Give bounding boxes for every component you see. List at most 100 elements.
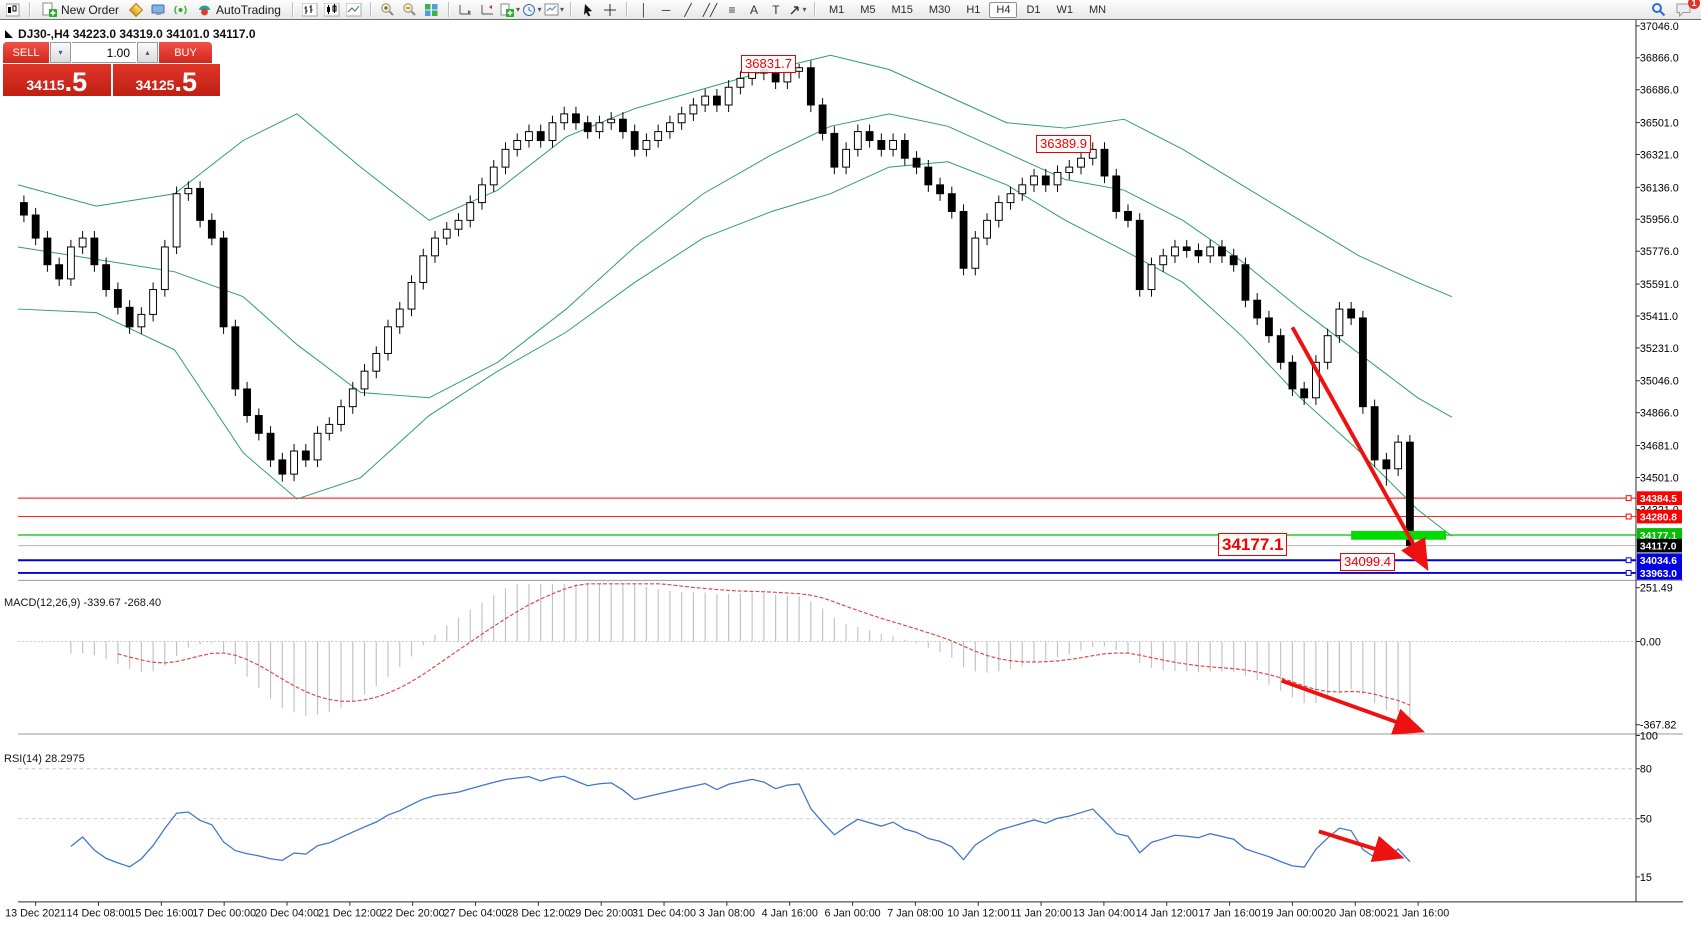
add-indicator-icon[interactable]: ▾ <box>500 1 520 19</box>
toolbar-separator <box>625 2 628 17</box>
svg-text:28 Dec 12:00: 28 Dec 12:00 <box>506 908 570 920</box>
svg-text:35046.0: 35046.0 <box>1640 376 1679 388</box>
price-callout[interactable]: 34099.4 <box>1340 553 1395 571</box>
svg-text:34034.6: 34034.6 <box>1640 556 1677 567</box>
timeframe-m5[interactable]: M5 <box>860 3 876 16</box>
text-tool-icon[interactable]: A <box>749 2 758 17</box>
volume-input[interactable]: 1.00 <box>72 42 136 63</box>
svg-text:33963.0: 33963.0 <box>1640 569 1677 580</box>
vertical-line-icon[interactable]: │ <box>640 2 648 17</box>
chart-title: DJ30-,H4 34223.0 34319.0 34101.0 34117.0 <box>5 27 256 41</box>
toolbar: New Order AutoTrading ▾ ▾ ▾ <box>0 0 1701 20</box>
svg-text:-367.82: -367.82 <box>1640 720 1676 732</box>
svg-text:36686.0: 36686.0 <box>1640 85 1679 97</box>
toolbar-separator <box>447 2 450 17</box>
rsi-scale: 100 80 50 15 <box>1635 730 1658 884</box>
svg-text:35231.0: 35231.0 <box>1640 343 1679 355</box>
svg-text:80: 80 <box>1640 764 1652 776</box>
svg-text:36136.0: 36136.0 <box>1640 182 1679 194</box>
line-chart-icon[interactable] <box>344 1 364 19</box>
horizontal-line-icon[interactable]: ─ <box>661 2 671 17</box>
timeframe-m1[interactable]: M1 <box>828 3 845 16</box>
fibonacci-icon[interactable]: ≡ <box>728 2 736 17</box>
buy-button[interactable]: BUY <box>159 42 212 63</box>
cursor-icon[interactable] <box>578 1 598 19</box>
svg-text:13 Jan 04:00: 13 Jan 04:00 <box>1073 908 1135 920</box>
equidistant-channel-icon[interactable]: ╱╱ <box>702 2 718 17</box>
chart-workspace: 37046.0 36866.0 36686.0 36501.0 36321.0 36136… <box>0 20 1701 943</box>
price-callout[interactable]: 36389.9 <box>1036 135 1091 153</box>
zoom-out-icon[interactable] <box>400 1 420 19</box>
notification-badge: 1 <box>1688 0 1700 9</box>
timeframe-w1[interactable]: W1 <box>1056 3 1074 16</box>
chart-shift-icon[interactable] <box>478 1 498 19</box>
timeframe-d1[interactable]: D1 <box>1026 3 1041 16</box>
svg-text:0.00: 0.00 <box>1640 636 1661 648</box>
svg-text:6 Jan 00:00: 6 Jan 00:00 <box>824 908 880 920</box>
svg-text:100: 100 <box>1640 730 1658 742</box>
rsi-label: RSI(14) 28.2975 <box>4 753 85 765</box>
period-clock-icon[interactable]: ▾ <box>522 1 542 19</box>
buy-price[interactable]: 34125.5 <box>112 64 220 96</box>
sell-button[interactable]: SELL <box>3 42 49 63</box>
macd-histogram <box>70 583 1411 724</box>
svg-text:29 Dec 20:00: 29 Dec 20:00 <box>569 908 633 920</box>
timeframe-h1[interactable]: H1 <box>966 3 981 16</box>
terminal-icon[interactable] <box>148 1 168 19</box>
svg-text:34681.0: 34681.0 <box>1640 440 1679 452</box>
volume-decrease-button[interactable]: ▾ <box>50 42 71 63</box>
svg-text:3 Jan 08:00: 3 Jan 08:00 <box>699 908 755 920</box>
svg-text:11 Jan 20:00: 11 Jan 20:00 <box>1010 908 1071 920</box>
svg-text:251.49: 251.49 <box>1640 583 1673 595</box>
notifications-chat-icon[interactable]: 1 <box>1674 0 1700 19</box>
svg-text:34177.1: 34177.1 <box>1640 531 1677 542</box>
zoom-in-icon[interactable] <box>378 1 398 19</box>
profile-icon[interactable] <box>126 1 146 19</box>
autotrading-button[interactable]: AutoTrading <box>192 1 286 19</box>
template-icon[interactable]: ▾ <box>544 1 564 19</box>
candles <box>19 60 1414 549</box>
timeframe-m15[interactable]: M15 <box>891 3 913 16</box>
chart-canvas[interactable]: 37046.0 36866.0 36686.0 36501.0 36321.0 36136… <box>0 20 1701 943</box>
svg-text:7 Jan 08:00: 7 Jan 08:00 <box>887 908 943 920</box>
macd-label: MACD(12,26,9) -339.67 -268.40 <box>4 597 162 609</box>
signal-icon[interactable] <box>170 1 190 19</box>
chart-title-text: DJ30-,H4 34223.0 34319.0 34101.0 34117.0 <box>18 27 256 41</box>
bar-chart-icon[interactable] <box>300 1 320 19</box>
svg-text:31 Dec 04:00: 31 Dec 04:00 <box>632 908 696 920</box>
text-label-tool-icon[interactable]: T <box>772 2 780 17</box>
trendline-icon[interactable]: ╱ <box>684 2 692 17</box>
price-callout[interactable]: 34177.1 <box>1218 533 1288 556</box>
volume-increase-button[interactable]: ▴ <box>137 42 158 63</box>
tile-windows-icon[interactable] <box>422 1 442 19</box>
svg-text:19 Jan 00:00: 19 Jan 00:00 <box>1261 908 1323 920</box>
crosshair-icon[interactable] <box>600 1 620 19</box>
macd-signal-line <box>117 583 1411 706</box>
svg-text:35411.0: 35411.0 <box>1640 311 1678 323</box>
svg-text:34384.5: 34384.5 <box>1640 494 1677 505</box>
auto-scroll-icon[interactable] <box>456 1 476 19</box>
timeframe-m30[interactable]: M30 <box>928 3 951 16</box>
highlight-zone <box>1351 530 1447 540</box>
toolbar-separator <box>29 2 31 17</box>
chart-mini-icon[interactable] <box>3 1 23 19</box>
svg-text:21 Jan 16:00: 21 Jan 16:00 <box>1387 908 1449 920</box>
rsi-line <box>70 775 1411 868</box>
svg-text:36321.0: 36321.0 <box>1640 149 1679 161</box>
search-icon[interactable] <box>1648 1 1668 19</box>
svg-text:34866.0: 34866.0 <box>1640 408 1679 420</box>
timeframe-h4[interactable]: H4 <box>989 1 1018 18</box>
new-order-button[interactable]: New Order <box>37 1 124 19</box>
sell-price[interactable]: 34115.5 <box>3 64 111 96</box>
svg-text:14 Dec 08:00: 14 Dec 08:00 <box>67 908 131 920</box>
toolbar-separator <box>291 2 294 17</box>
price-callout[interactable]: 36831.7 <box>741 55 796 73</box>
svg-text:34117.0: 34117.0 <box>1640 542 1677 553</box>
arrows-tool-icon[interactable]: ▾ <box>788 1 808 19</box>
trend-arrows <box>1280 326 1429 862</box>
candlestick-chart-icon[interactable] <box>322 1 342 19</box>
svg-text:35591.0: 35591.0 <box>1640 279 1679 291</box>
svg-text:34280.8: 34280.8 <box>1640 512 1677 523</box>
timeframe-mn[interactable]: MN <box>1089 3 1107 16</box>
